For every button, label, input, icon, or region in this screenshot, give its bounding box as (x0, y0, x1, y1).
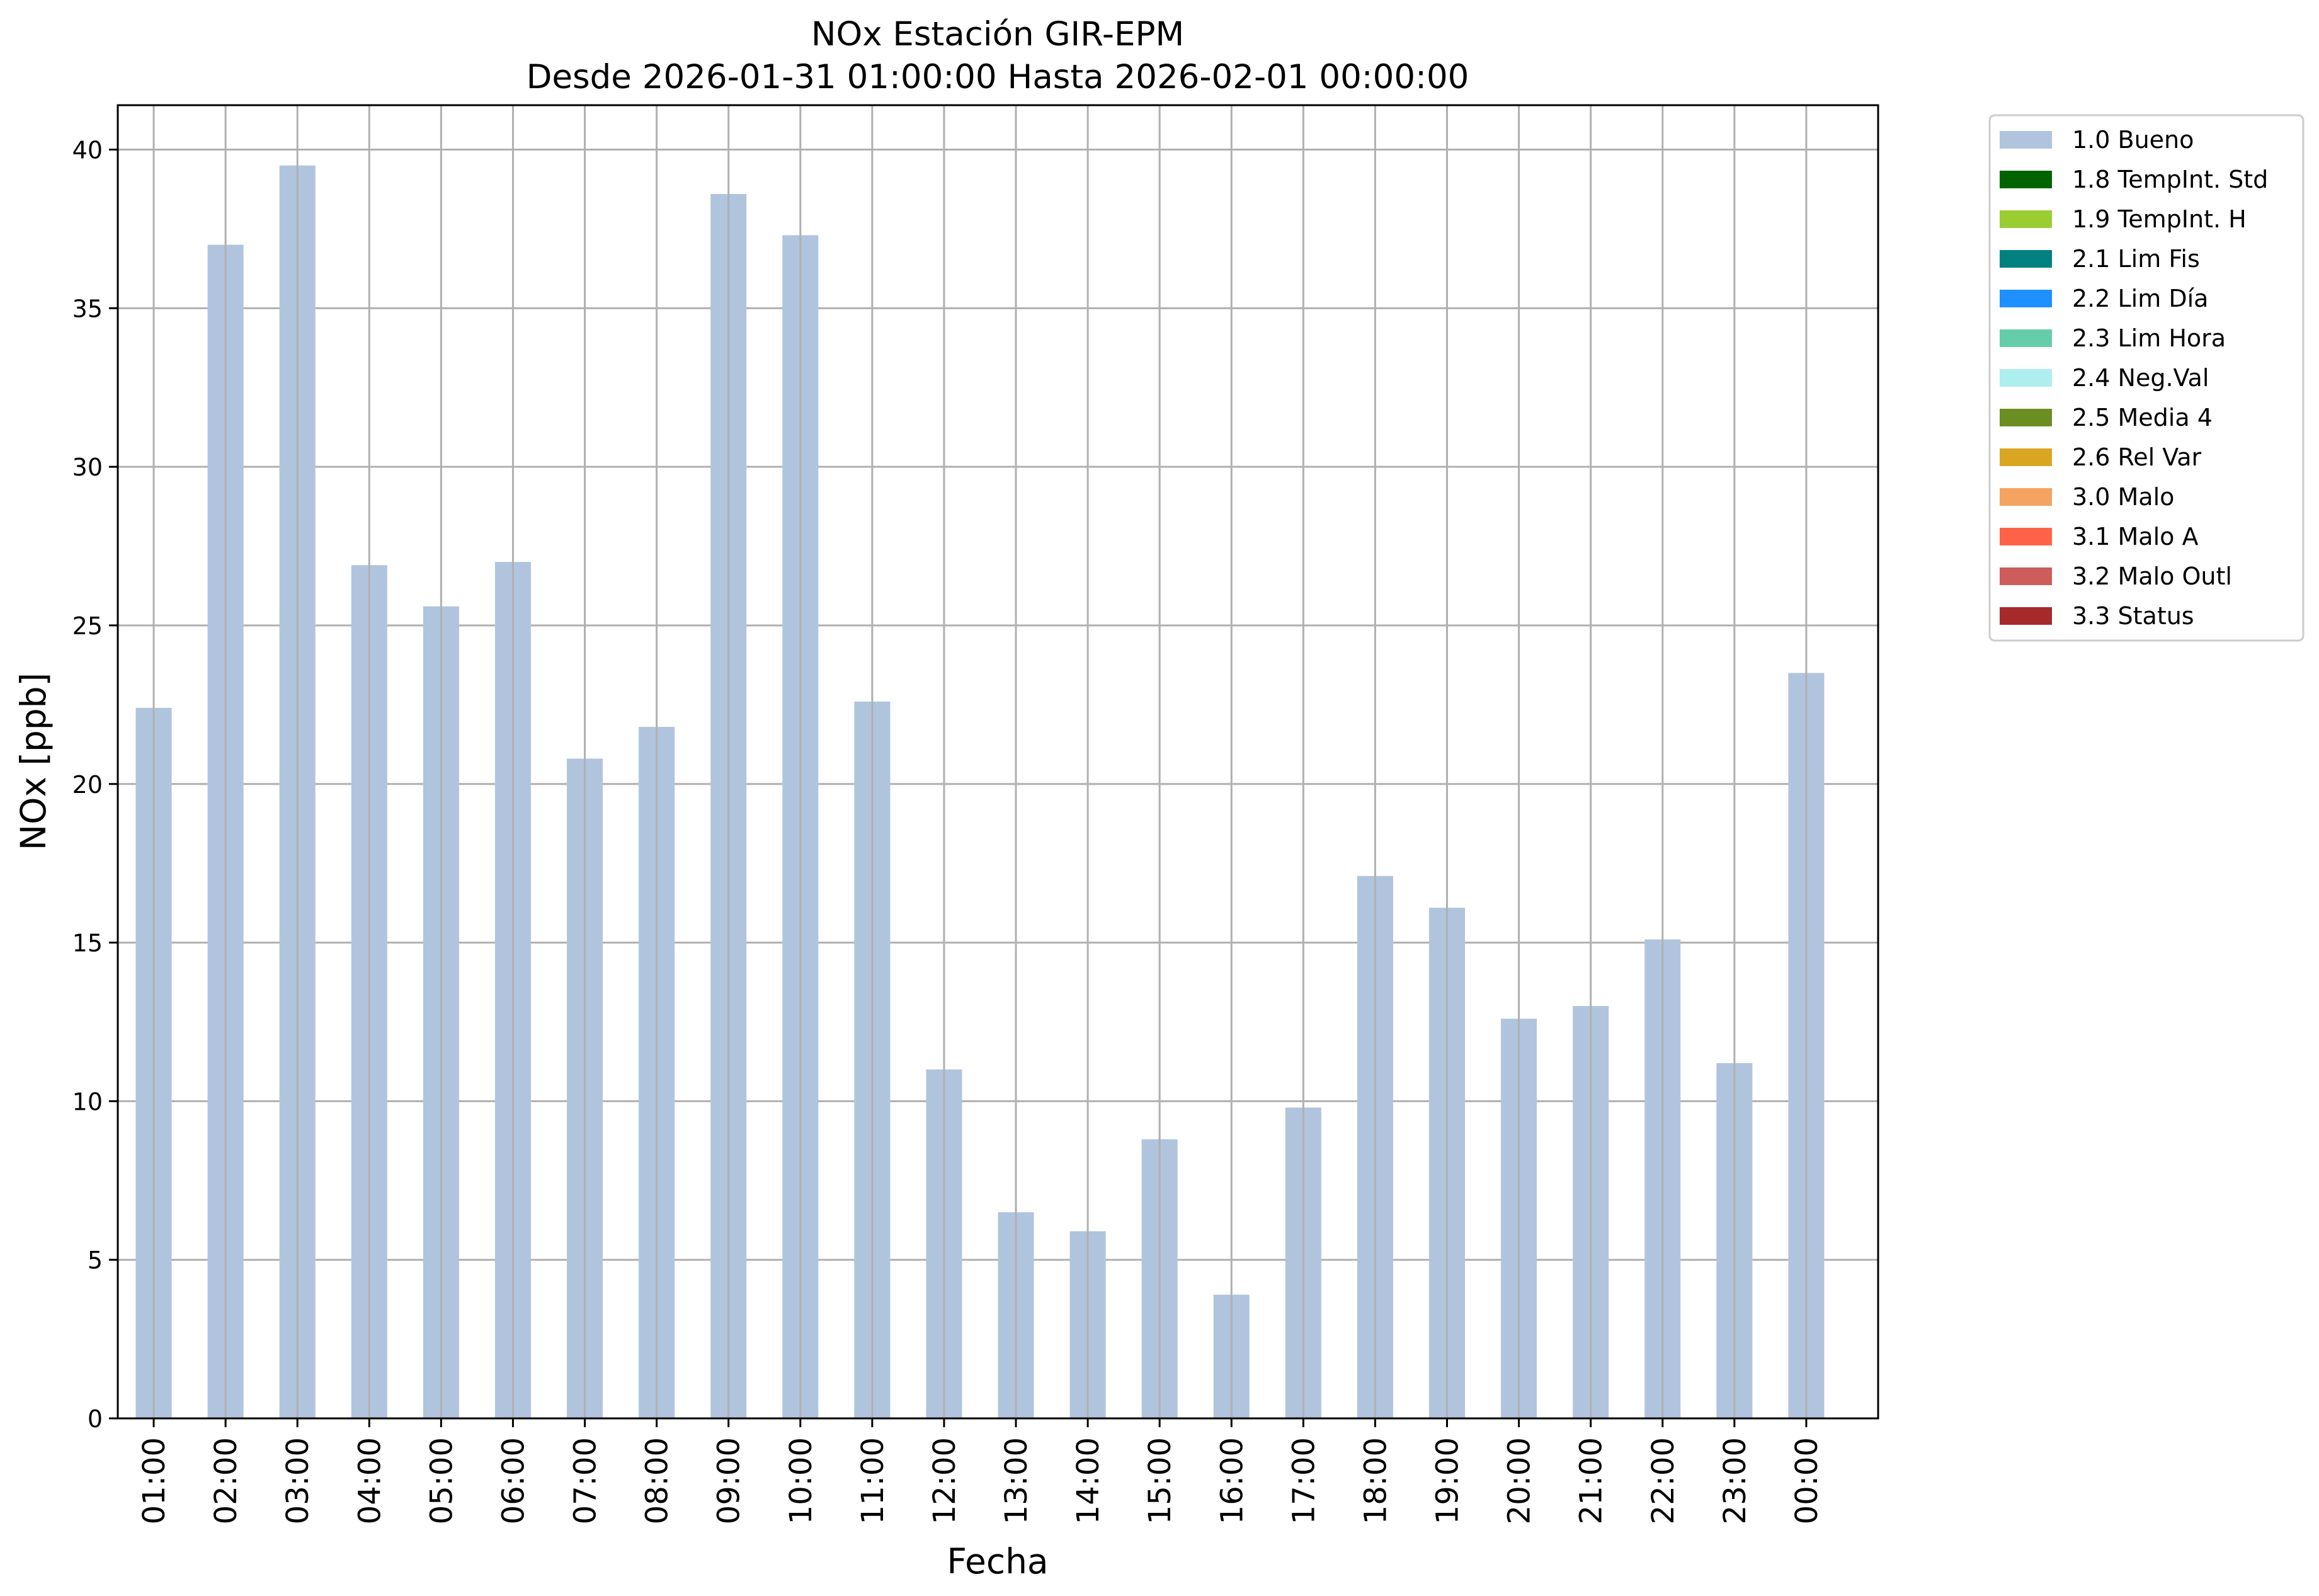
legend-item: 3.3 Status (2000, 602, 2194, 630)
y-tick-label: 20 (72, 771, 103, 799)
legend-item: 2.3 Lim Hora (2000, 324, 2226, 352)
y-axis-label: NOx [ppb] (13, 673, 54, 850)
legend-label: 2.6 Rel Var (2072, 443, 2202, 471)
x-tick-label: 08:00 (640, 1437, 675, 1524)
x-tick-label: 14:00 (1071, 1437, 1106, 1524)
x-tick-label: 00:00 (1789, 1437, 1825, 1524)
legend-label: 1.0 Bueno (2072, 126, 2194, 154)
legend-swatch (2000, 369, 2052, 387)
legend-label: 2.1 Lim Fis (2072, 245, 2200, 273)
legend-swatch (2000, 607, 2052, 625)
legend-label: 3.2 Malo Outl (2072, 562, 2232, 590)
x-tick-label: 11:00 (855, 1437, 891, 1524)
legend-label: 2.5 Media 4 (2072, 404, 2213, 431)
x-tick-label: 13:00 (999, 1437, 1034, 1524)
legend-item: 1.8 TempInt. Std (2000, 166, 2268, 193)
legend-swatch (2000, 448, 2052, 466)
legend-swatch (2000, 329, 2052, 347)
legend-label: 1.9 TempInt. H (2072, 205, 2247, 233)
y-axis-ticks: 0 5 10 15 20 25 30 35 40 (72, 137, 118, 1433)
y-tick-label: 35 (72, 295, 103, 322)
legend-item: 3.1 Malo A (2000, 523, 2198, 550)
legend-label: 2.2 Lim Día (2072, 285, 2208, 312)
x-tick-label: 06:00 (496, 1437, 531, 1524)
legend-label: 3.1 Malo A (2072, 523, 2198, 550)
x-tick-label: 23:00 (1718, 1437, 1753, 1524)
legend-item: 3.2 Malo Outl (2000, 562, 2232, 590)
legend-item: 2.2 Lim Día (2000, 285, 2208, 312)
x-axis-label: Fecha (947, 1541, 1048, 1582)
x-grid-lines (152, 105, 1808, 1418)
legend-label: 3.0 Malo (2072, 483, 2174, 511)
legend-swatch (2000, 488, 2052, 506)
y-tick-label: 30 (72, 453, 103, 481)
x-tick-label: 21:00 (1574, 1437, 1609, 1524)
x-tick-label: 05:00 (424, 1437, 459, 1524)
x-tick-label: 22:00 (1646, 1437, 1681, 1524)
legend-item: 2.6 Rel Var (2000, 443, 2202, 471)
legend-swatch (2000, 131, 2052, 149)
x-tick-label: 03:00 (280, 1437, 316, 1524)
x-axis-ticks: 01:00 02:00 03:00 04:00 05:00 06:00 07:00 08:00… (137, 1418, 1825, 1524)
legend-item: 1.0 Bueno (2000, 126, 2194, 154)
legend-swatch (2000, 171, 2052, 188)
x-tick-label: 17:00 (1286, 1437, 1321, 1524)
legend-label: 2.3 Lim Hora (2072, 324, 2226, 352)
x-tick-label: 19:00 (1430, 1437, 1466, 1524)
x-tick-label: 18:00 (1358, 1437, 1393, 1524)
legend-item: 2.1 Lim Fis (2000, 245, 2200, 273)
y-tick-label: 40 (72, 137, 103, 164)
legend-swatch (2000, 409, 2052, 426)
x-tick-label: 15:00 (1142, 1437, 1178, 1524)
legend-frame (1988, 114, 2305, 642)
legend-swatch (2000, 528, 2052, 545)
x-tick-label: 16:00 (1214, 1437, 1250, 1524)
legend-item: 2.5 Media 4 (2000, 404, 2213, 431)
plot-frame (117, 104, 1879, 1420)
legend-item: 2.4 Neg.Val (2000, 364, 2209, 392)
x-tick-label: 12:00 (927, 1437, 962, 1524)
legend-swatch (2000, 250, 2052, 268)
legend-swatch (2000, 290, 2052, 307)
y-tick-label: 5 (88, 1246, 103, 1274)
legend-item: 3.0 Malo (2000, 483, 2174, 511)
chart-subtitle: Desde 2026-01-31 01:00:00 Hasta 2026-02-… (527, 58, 1469, 96)
legend-label: 2.4 Neg.Val (2072, 364, 2209, 392)
y-tick-label: 10 (72, 1088, 103, 1115)
x-tick-label: 04:00 (352, 1437, 387, 1524)
legend-label: 3.3 Status (2072, 602, 2194, 630)
x-tick-label: 20:00 (1502, 1437, 1537, 1524)
legend-swatch (2000, 567, 2052, 585)
y-tick-label: 25 (72, 612, 103, 640)
chart-title: NOx Estación GIR-EPM (811, 15, 1184, 54)
legend-swatch (2000, 210, 2052, 228)
x-tick-label: 07:00 (568, 1437, 603, 1524)
legend-label: 1.8 TempInt. Std (2072, 166, 2268, 193)
legend: 1.0 Bueno 1.8 TempInt. Std 1.9 TempInt. H 2… (1988, 114, 2305, 642)
y-tick-label: 0 (88, 1405, 103, 1433)
y-tick-label: 15 (72, 930, 103, 957)
x-tick-label: 10:00 (783, 1437, 819, 1524)
x-tick-label: 09:00 (712, 1437, 747, 1524)
x-tick-label: 01:00 (137, 1437, 172, 1524)
legend-item: 1.9 TempInt. H (2000, 205, 2247, 233)
x-tick-label: 02:00 (208, 1437, 244, 1524)
